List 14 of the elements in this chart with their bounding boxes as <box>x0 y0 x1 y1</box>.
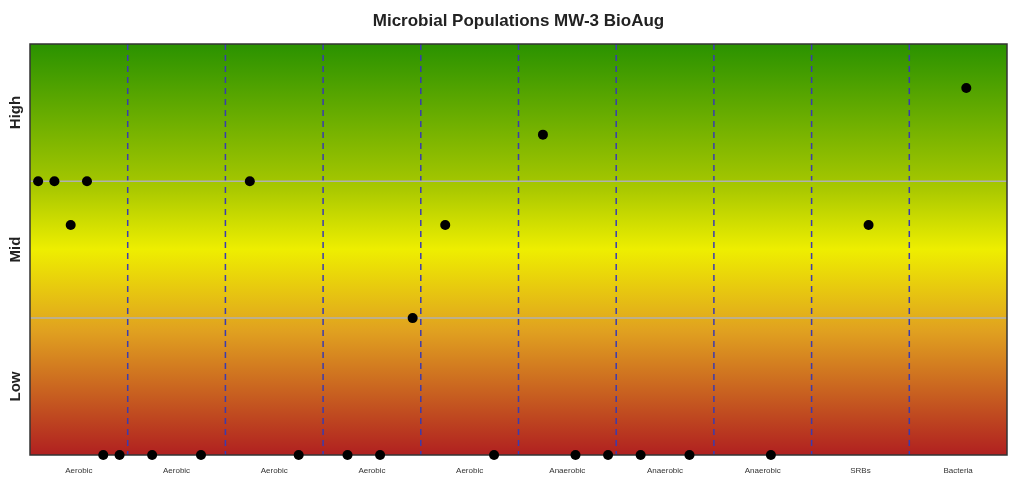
x-tick-label: Aerobic <box>260 466 288 475</box>
text: Mid <box>6 236 23 263</box>
x-tick-label: Anaerobic <box>647 466 684 475</box>
x-tick-label: SRBs <box>850 466 871 475</box>
x-tick-label: Aerobic <box>162 466 191 475</box>
x-tick-label: Aerobic <box>65 466 93 475</box>
x-tick-label: Aerobic <box>456 466 484 475</box>
chart-title: Microbial Populations MW-3 BioAug <box>372 11 665 30</box>
x-tick-label: Aerobic <box>358 466 386 475</box>
text: Low <box>6 371 23 402</box>
x-tick-label: Anaerobic <box>549 466 586 475</box>
text: High <box>6 95 23 130</box>
x-tick-label: Anaerobic <box>744 466 781 475</box>
x-tick-label: Bacteria <box>943 466 974 475</box>
